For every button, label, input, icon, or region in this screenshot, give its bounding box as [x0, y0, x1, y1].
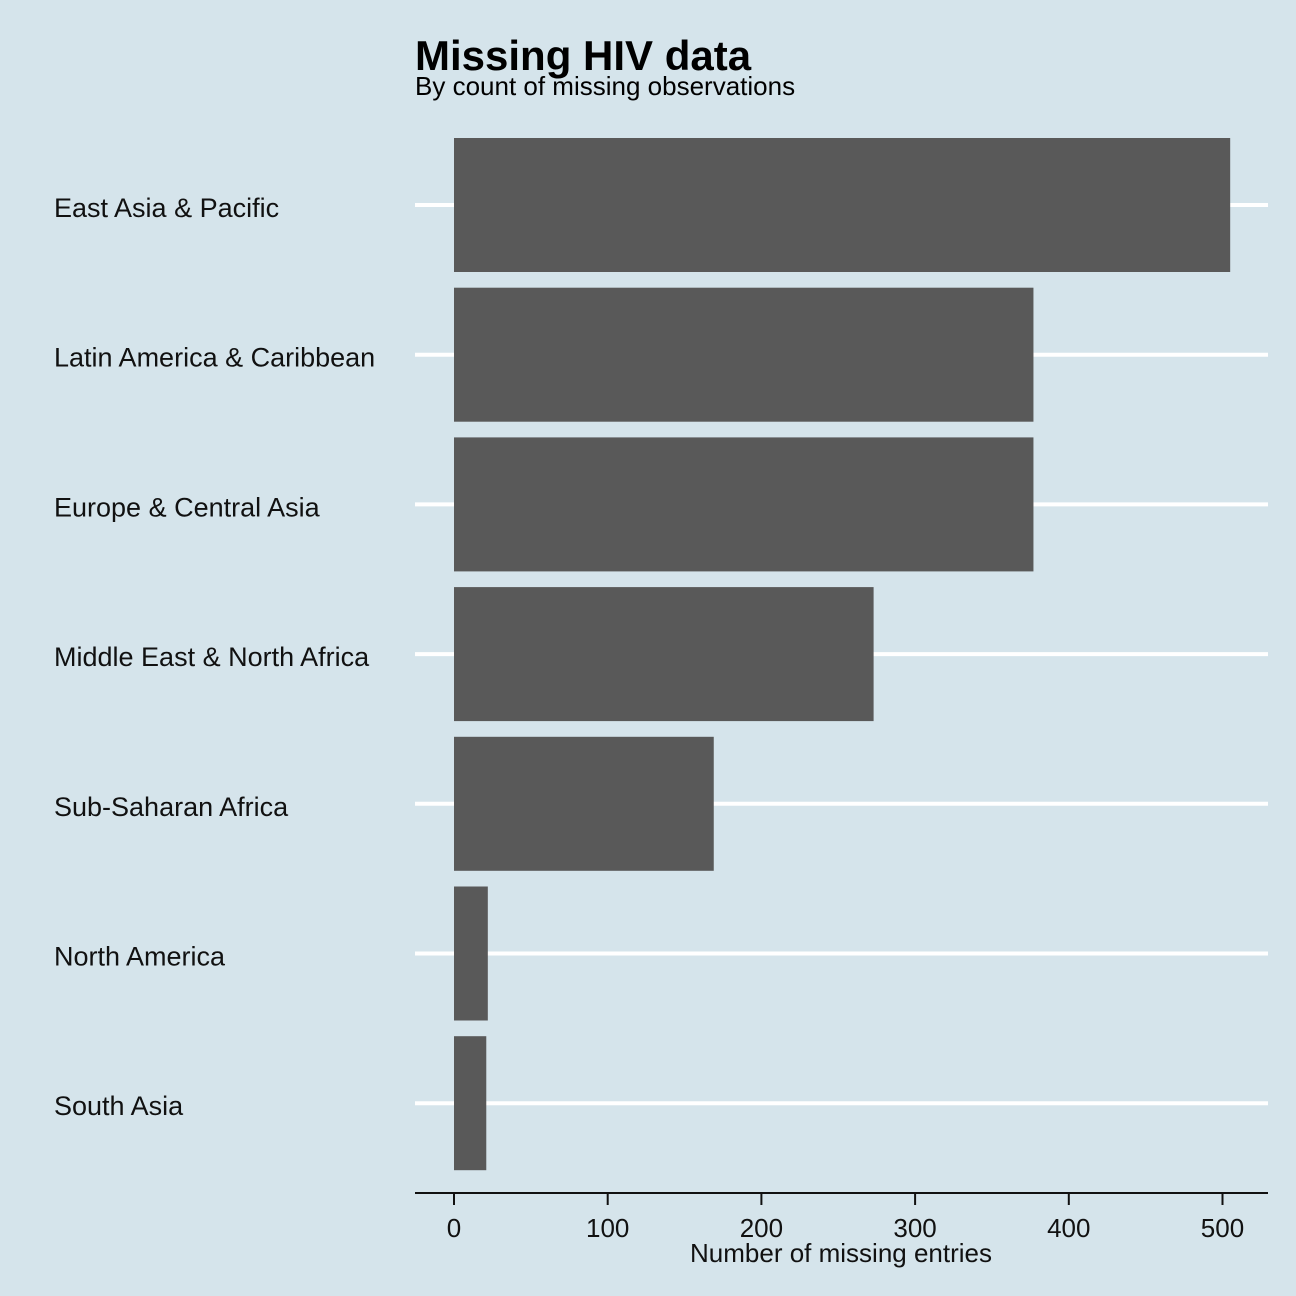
x-axis: 0 100 200 300 400 500 — [415, 1192, 1268, 1243]
bars — [454, 138, 1231, 1171]
bar — [454, 287, 1034, 422]
category-label: Latin America & Caribbean — [54, 343, 375, 373]
bar — [454, 437, 1034, 572]
bar — [454, 138, 1231, 272]
bar — [454, 736, 714, 871]
x-tick-label: 100 — [586, 1213, 629, 1243]
x-axis-title: Number of missing entries — [690, 1238, 992, 1268]
x-tick-label: 200 — [740, 1213, 783, 1243]
bar — [454, 1036, 487, 1171]
bar — [454, 587, 874, 722]
chart-title: Missing HIV data — [415, 32, 752, 79]
x-tick-label: 400 — [1047, 1213, 1090, 1243]
category-label: South Asia — [54, 1091, 184, 1121]
category-label: Middle East & North Africa — [54, 642, 370, 672]
category-label: North America — [54, 942, 226, 972]
x-tick-label: 0 — [447, 1213, 461, 1243]
category-label: East Asia & Pacific — [54, 193, 279, 223]
x-tick-label: 500 — [1201, 1213, 1244, 1243]
x-tick-label: 300 — [893, 1213, 936, 1243]
category-label: Europe & Central Asia — [54, 492, 321, 522]
bar — [454, 886, 488, 1021]
category-label: Sub-Saharan Africa — [54, 792, 289, 822]
category-labels: East Asia & Pacific Latin America & Carib… — [54, 193, 375, 1121]
chart-subtitle: By count of missing observations — [415, 71, 795, 101]
